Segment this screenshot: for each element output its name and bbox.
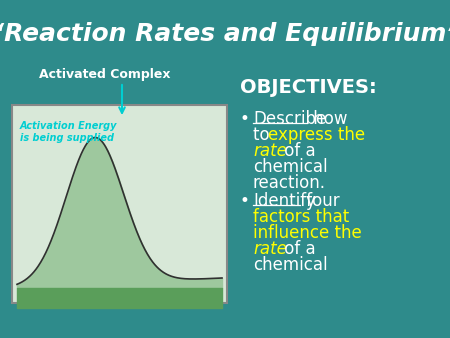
Text: “Reaction Rates and Equilibrium”: “Reaction Rates and Equilibrium” <box>0 22 450 46</box>
Text: chemical: chemical <box>253 158 328 176</box>
Text: Activation Energy: Activation Energy <box>20 121 117 131</box>
Text: OBJECTIVES:: OBJECTIVES: <box>240 78 377 97</box>
Text: reaction.: reaction. <box>253 174 326 192</box>
Text: rate: rate <box>253 240 287 258</box>
Text: rate: rate <box>253 142 287 160</box>
Text: Activated Complex: Activated Complex <box>39 68 171 81</box>
Text: factors that: factors that <box>253 208 349 226</box>
Text: Identify: Identify <box>253 192 316 210</box>
Text: chemical: chemical <box>253 256 328 274</box>
Text: •: • <box>240 192 250 210</box>
Text: Describe: Describe <box>253 110 326 128</box>
FancyBboxPatch shape <box>12 105 227 303</box>
Text: of a: of a <box>279 142 315 160</box>
Text: •: • <box>240 110 250 128</box>
Text: is being supplied: is being supplied <box>20 133 114 143</box>
Text: how: how <box>308 110 347 128</box>
Text: of a: of a <box>279 240 315 258</box>
Text: influence the: influence the <box>253 224 362 242</box>
Text: four: four <box>301 192 340 210</box>
Text: to: to <box>253 126 275 144</box>
Text: express the: express the <box>268 126 365 144</box>
